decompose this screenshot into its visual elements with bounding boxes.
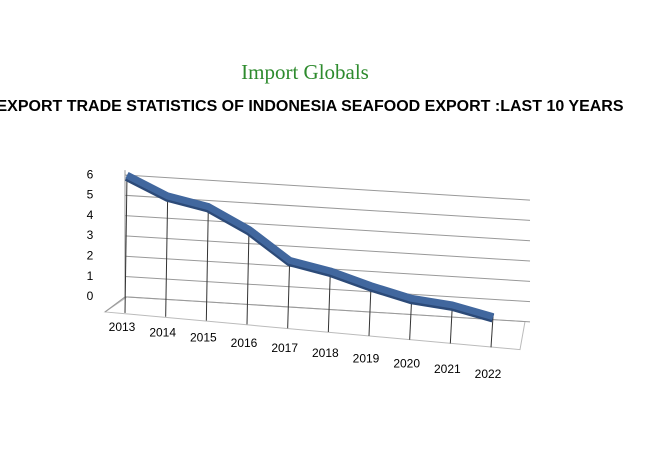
x-tick-label: 2020 [393,357,420,371]
chart-title: EXPORT TRADE STATISTICS OF INDONESIA SEA… [0,98,624,115]
x-tick-label: 2013 [109,320,136,334]
grid-line [124,296,531,323]
y-tick-label: 0 [87,289,94,303]
drop-line [449,304,453,344]
y-tick-label: 5 [87,188,94,202]
drop-line [165,195,169,317]
drop-line [246,229,250,325]
y-tick-label: 3 [87,228,94,242]
y-tick-label: 2 [87,249,94,263]
x-tick-label: 2017 [271,341,298,355]
x-tick-label: 2022 [475,367,502,381]
x-tick-label: 2018 [312,346,339,360]
y-tick-label: 4 [87,208,94,222]
drop-line [205,206,209,321]
drop-line [409,298,413,340]
drop-line [490,316,494,348]
y-tick-label: 6 [87,167,94,181]
x-tick-label: 2019 [353,351,380,365]
grid-line [124,235,531,262]
grid-line [124,174,531,201]
x-tick-label: 2021 [434,362,461,376]
axis-wall [104,296,126,313]
x-tick-label: 2016 [231,336,258,350]
data-line [125,172,494,320]
drop-line [287,260,291,329]
grid-line [124,215,531,242]
logo: Import Globals [241,60,369,84]
grid-line [124,276,531,303]
y-tick-label: 1 [87,269,94,283]
drop-line [327,270,331,333]
drop-line [124,175,128,313]
x-tick-label: 2015 [190,331,217,345]
x-tick-label: 2014 [149,325,176,339]
drop-line [368,285,372,336]
